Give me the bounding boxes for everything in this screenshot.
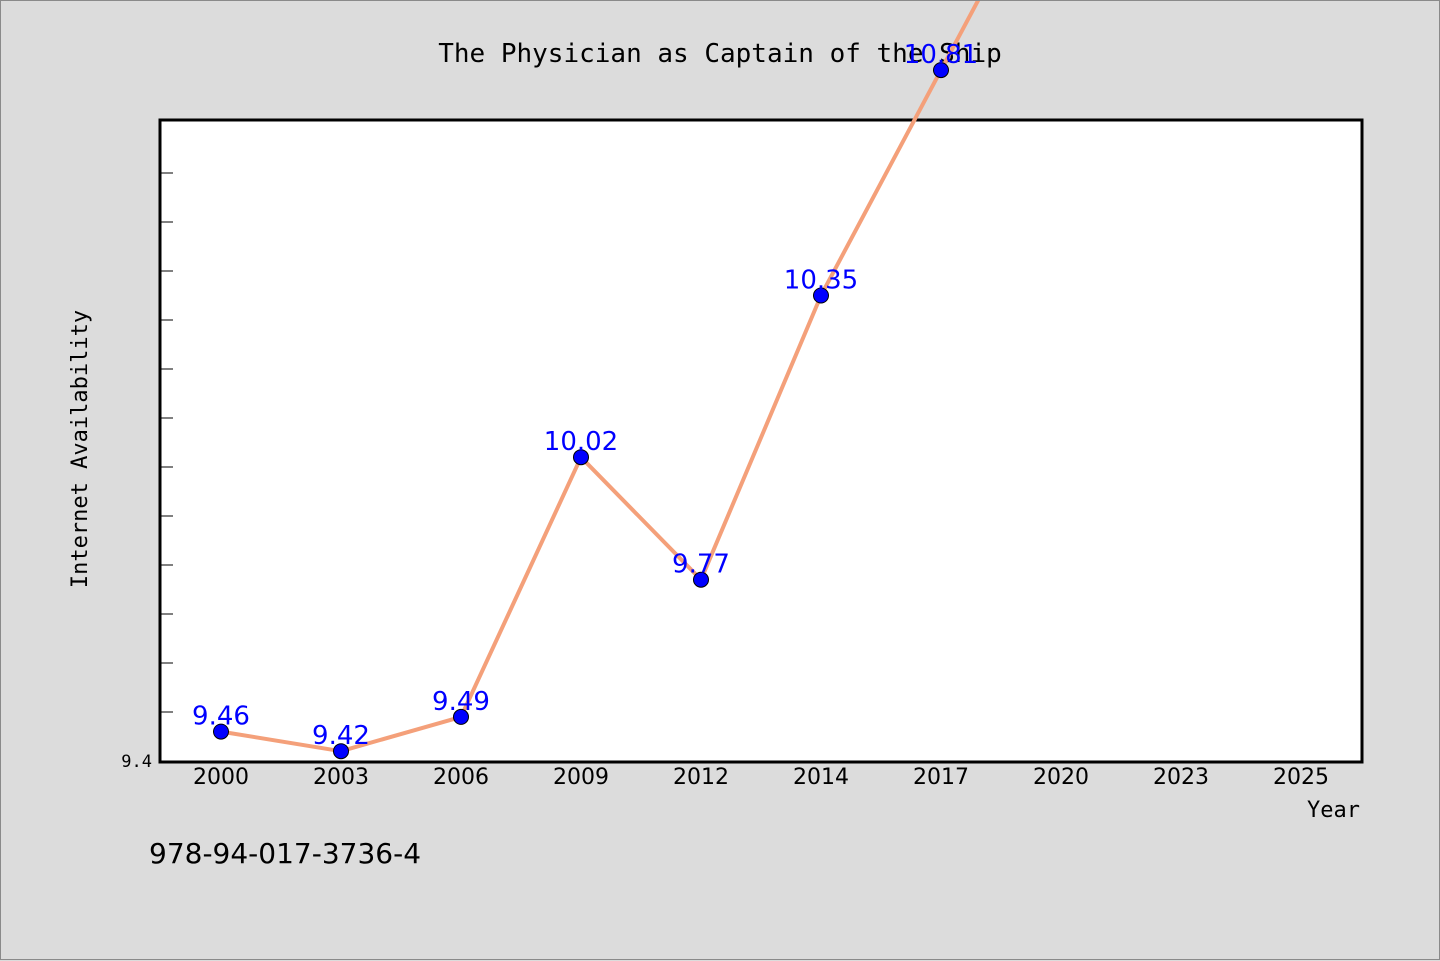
y-axis-label: Internet Availability bbox=[68, 310, 93, 588]
y-axis-ticks bbox=[160, 172, 173, 713]
data-label: 10.02 bbox=[544, 427, 618, 457]
x-tick-label: 2014 bbox=[793, 765, 849, 790]
chart-title: The Physician as Captain of the Ship bbox=[438, 39, 1002, 69]
data-point bbox=[693, 571, 709, 588]
x-tick-label: 2003 bbox=[313, 765, 369, 790]
y-axis-tick-labels: 9.4 bbox=[121, 752, 152, 772]
x-tick-label: 2012 bbox=[673, 765, 729, 790]
x-tick-label: 2025 bbox=[1273, 765, 1329, 790]
x-tick-label: 2020 bbox=[1033, 765, 1089, 790]
data-point bbox=[213, 723, 229, 740]
x-tick-label: 2017 bbox=[913, 765, 969, 790]
data-point bbox=[813, 287, 829, 304]
data-point bbox=[933, 62, 949, 79]
isbn-footer: 978-94-017-3736-4 bbox=[149, 837, 421, 870]
data-label: 9.77 bbox=[672, 550, 730, 580]
data-label: 9.42 bbox=[312, 721, 370, 751]
data-point bbox=[333, 743, 349, 760]
data-label: 9.49 bbox=[432, 687, 490, 717]
data-labels: 9.469.429.4910.029.7710.3510.8111.2711.6… bbox=[192, 40, 978, 751]
x-tick-label: 2000 bbox=[193, 765, 249, 790]
series-lines bbox=[219, 1, 981, 754]
x-tick-label: 2009 bbox=[553, 765, 609, 790]
data-label: 10.81 bbox=[904, 40, 978, 70]
y-tick-label: 9.4 bbox=[121, 752, 152, 772]
data-label: 9.46 bbox=[192, 702, 250, 732]
data-label: 10.35 bbox=[784, 266, 858, 296]
x-axis-label: Year bbox=[1307, 798, 1360, 823]
series-line bbox=[219, 1, 981, 754]
x-tick-label: 2006 bbox=[433, 765, 489, 790]
x-tick-label: 2023 bbox=[1153, 765, 1209, 790]
data-point bbox=[453, 708, 469, 725]
data-point bbox=[573, 449, 589, 466]
series-points bbox=[213, 62, 949, 760]
x-axis-tick-labels: 2000 2003 2006 2009 2012 2014 2017 2020 2023 2025 bbox=[193, 765, 1329, 790]
